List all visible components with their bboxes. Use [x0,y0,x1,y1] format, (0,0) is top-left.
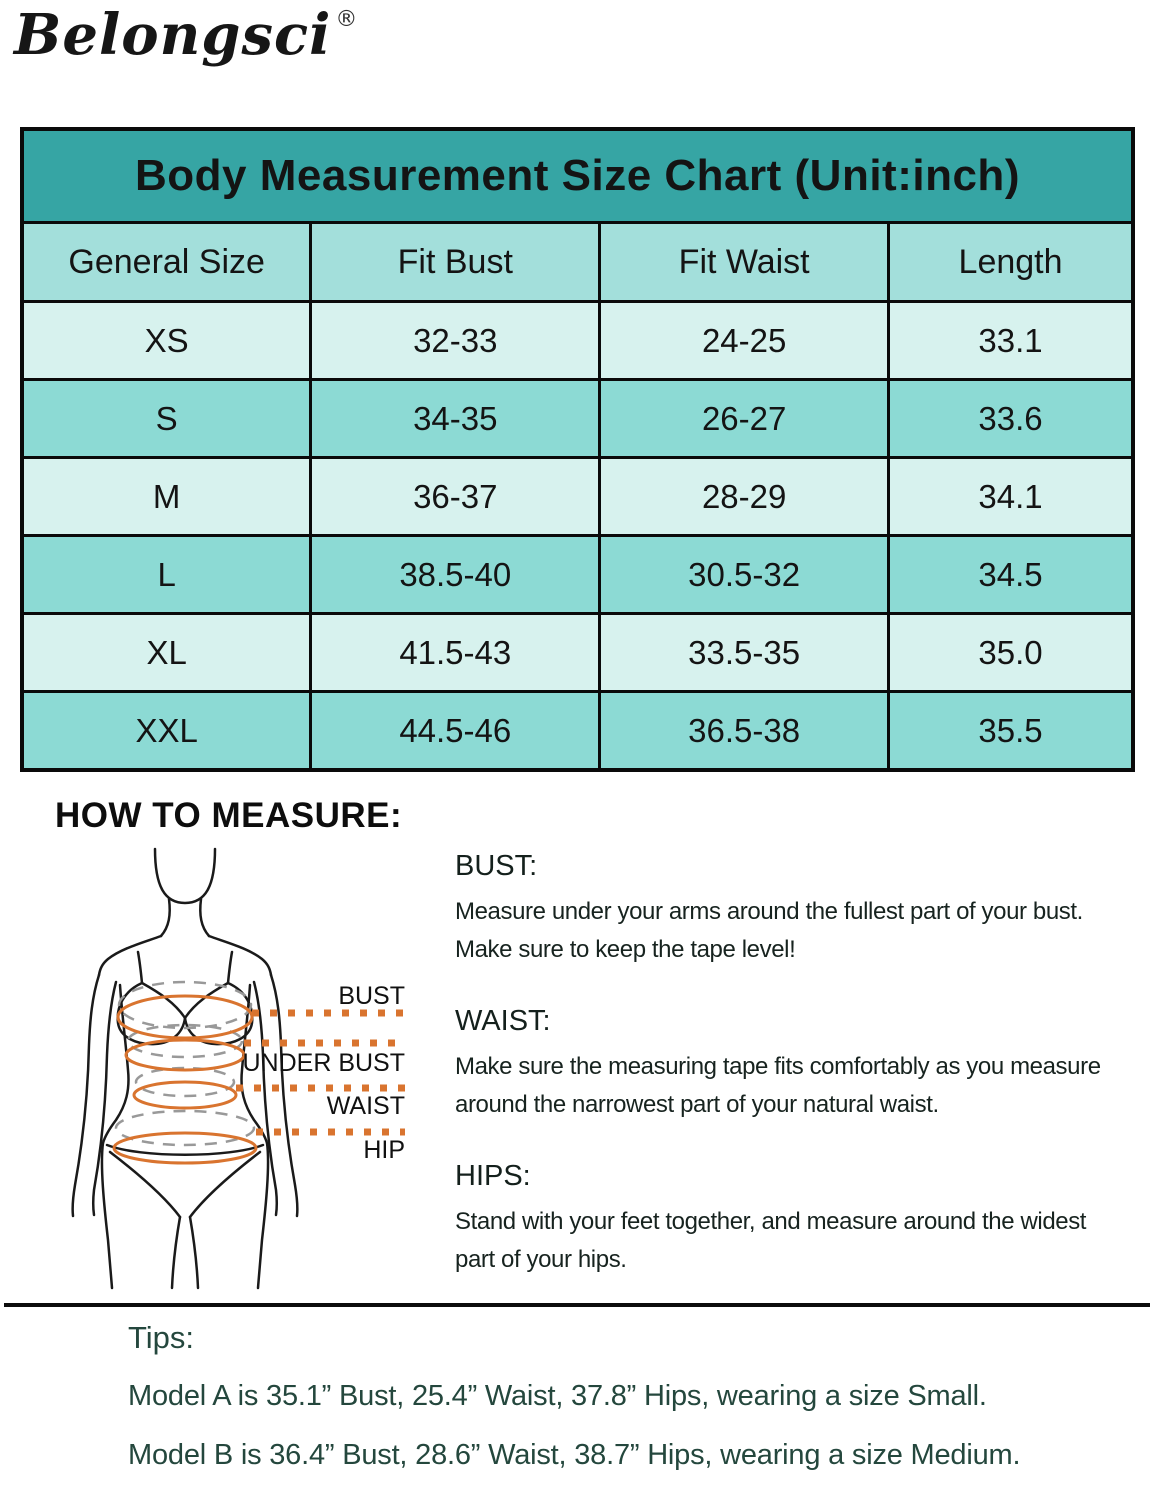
hip-label: HIP [363,1136,405,1164]
cell-waist: 36.5-38 [598,690,891,772]
hips-instruction-section: HIPS: Stand with your feet together, and… [455,1160,1145,1279]
cell-length: 34.1 [887,456,1135,537]
cell-bust: 41.5-43 [309,612,602,693]
brand-logo: Belongsci ® [14,2,357,68]
cell-waist: 30.5-32 [598,534,891,615]
body-measurement-diagram: BUST UNDER BUST WAIST HIP [60,845,440,1290]
cell-length: 33.6 [887,378,1135,459]
cell-waist: 26-27 [598,378,891,459]
cell-waist: 24-25 [598,300,891,381]
waist-tape [132,1080,238,1110]
cell-waist: 28-29 [598,456,891,537]
waist-instruction-section: WAIST: Make sure the measuring tape fits… [455,1005,1145,1124]
cell-size: L [20,534,313,615]
bust-guide-dashed [117,980,253,1030]
hips-instruction-title: HIPS: [455,1160,531,1192]
table-row-xs: XS 32-33 24-25 33.1 [20,300,1135,381]
size-chart-title-row: Body Measurement Size Chart (Unit:inch) [20,127,1135,224]
leader-lines [236,1009,405,1136]
under-bust-tape [124,1038,246,1072]
cell-bust: 44.5-46 [309,690,602,772]
table-row-l: L 38.5-40 30.5-32 34.5 [20,534,1135,615]
cell-bust: 32-33 [309,300,602,381]
waist-label: WAIST [327,1092,405,1120]
table-row-xxl: XXL 44.5-46 36.5-38 35.5 [20,690,1135,772]
cell-length: 34.5 [887,534,1135,615]
size-chart-table: Body Measurement Size Chart (Unit:inch) … [20,127,1135,772]
brand-name: Belongsci [14,2,332,68]
table-row-m: M 36-37 28-29 34.1 [20,456,1135,537]
size-chart-title: Body Measurement Size Chart (Unit:inch) [20,127,1135,224]
bust-instruction-title: BUST: [455,850,538,882]
hip-guide-dashed [114,1109,256,1147]
waist-guide-dashed [134,1066,236,1098]
waist-instruction-line: Make sure the measuring tape fits comfor… [455,1053,1101,1080]
under-bust-label: UNDER BUST [242,1049,405,1077]
hips-instruction-line: part of your hips. [455,1246,627,1273]
bust-tape [116,994,254,1040]
tips-model-b: Model B is 36.4” Bust, 28.6” Waist, 38.7… [128,1439,1021,1471]
body-figure-illustration: BUST UNDER BUST WAIST HIP [71,847,405,1290]
tips-section: Tips: Model A is 35.1” Bust, 25.4” Waist… [128,1320,1021,1498]
waist-instruction-line: around the narrowest part of your natura… [455,1091,939,1118]
column-header-fit-waist: Fit Waist [598,221,891,303]
table-row-xl: XL 41.5-43 33.5-35 35.0 [20,612,1135,693]
cell-waist: 33.5-35 [598,612,891,693]
cell-size: XS [20,300,313,381]
size-chart: Body Measurement Size Chart (Unit:inch) … [20,127,1135,772]
cell-bust: 34-35 [309,378,602,459]
measure-guides-dashed [114,980,256,1147]
cell-size: S [20,378,313,459]
cell-length: 33.1 [887,300,1135,381]
bust-instruction-line: Make sure to keep the tape level! [455,936,796,963]
horizontal-divider [4,1303,1150,1307]
cell-length: 35.5 [887,690,1135,772]
hip-tape [112,1131,258,1165]
cell-size: M [20,456,313,537]
waist-instruction-title: WAIST: [455,1005,551,1037]
bust-instruction-section: BUST: Measure under your arms around the… [455,850,1145,969]
table-row-s: S 34-35 26-27 33.6 [20,378,1135,459]
cell-length: 35.0 [887,612,1135,693]
tips-heading: Tips: [128,1320,195,1355]
column-header-general-size: General Size [20,221,313,303]
tips-model-a: Model A is 35.1” Bust, 25.4” Waist, 37.8… [128,1380,987,1412]
under-bust-guide-dashed [126,1023,244,1059]
body-outline [71,847,299,1290]
column-header-fit-bust: Fit Bust [309,221,602,303]
size-chart-header-row: General Size Fit Bust Fit Waist Length [20,221,1135,303]
bust-label: BUST [338,982,405,1010]
cell-size: XXL [20,690,313,772]
how-to-measure-heading: HOW TO MEASURE: [55,796,403,835]
hips-instruction-line: Stand with your feet together, and measu… [455,1208,1087,1235]
registered-trademark-icon: ® [335,7,358,32]
cell-bust: 38.5-40 [309,534,602,615]
measuring-instructions: BUST: Measure under your arms around the… [455,850,1145,1315]
column-header-length: Length [887,221,1135,303]
diagram-labels: BUST UNDER BUST WAIST HIP [242,982,405,1164]
cell-size: XL [20,612,313,693]
cell-bust: 36-37 [309,456,602,537]
bust-instruction-line: Measure under your arms around the fulle… [455,898,1083,925]
measure-tapes-orange [112,994,258,1165]
